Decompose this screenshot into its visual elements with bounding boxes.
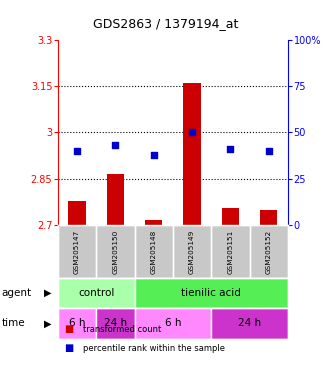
- Bar: [183, 83, 201, 225]
- Text: transformed count: transformed count: [83, 324, 161, 334]
- Bar: [135, 225, 173, 278]
- Text: ▶: ▶: [44, 318, 52, 328]
- Text: GSM205148: GSM205148: [151, 229, 157, 274]
- Text: GSM205149: GSM205149: [189, 229, 195, 274]
- Point: [266, 148, 271, 154]
- Bar: [135, 278, 288, 308]
- Text: 24 h: 24 h: [238, 318, 261, 328]
- Bar: [135, 308, 211, 339]
- Point: [189, 129, 195, 136]
- Bar: [107, 174, 124, 225]
- Text: ■: ■: [65, 324, 74, 334]
- Text: GDS2863 / 1379194_at: GDS2863 / 1379194_at: [93, 17, 238, 30]
- Text: ▶: ▶: [44, 288, 52, 298]
- Text: time: time: [2, 318, 25, 328]
- Text: percentile rank within the sample: percentile rank within the sample: [83, 344, 225, 353]
- Text: GSM205152: GSM205152: [266, 229, 272, 274]
- Bar: [96, 308, 135, 339]
- Text: tienilic acid: tienilic acid: [181, 288, 241, 298]
- Text: control: control: [78, 288, 115, 298]
- Text: ■: ■: [65, 343, 74, 353]
- Point: [113, 142, 118, 149]
- Bar: [58, 225, 96, 278]
- Point: [228, 146, 233, 152]
- Text: 6 h: 6 h: [69, 318, 85, 328]
- Text: 24 h: 24 h: [104, 318, 127, 328]
- Text: 6 h: 6 h: [165, 318, 181, 328]
- Bar: [250, 225, 288, 278]
- Bar: [69, 201, 86, 225]
- Bar: [211, 308, 288, 339]
- Bar: [58, 308, 96, 339]
- Bar: [145, 220, 163, 225]
- Text: GSM205150: GSM205150: [113, 229, 118, 274]
- Text: agent: agent: [2, 288, 32, 298]
- Text: GSM205147: GSM205147: [74, 229, 80, 274]
- Text: GSM205151: GSM205151: [227, 229, 233, 274]
- Bar: [260, 210, 277, 225]
- Bar: [96, 225, 135, 278]
- Point: [74, 148, 80, 154]
- Point: [151, 152, 157, 158]
- Bar: [173, 225, 211, 278]
- Bar: [222, 208, 239, 225]
- Bar: [58, 278, 135, 308]
- Bar: [211, 225, 250, 278]
